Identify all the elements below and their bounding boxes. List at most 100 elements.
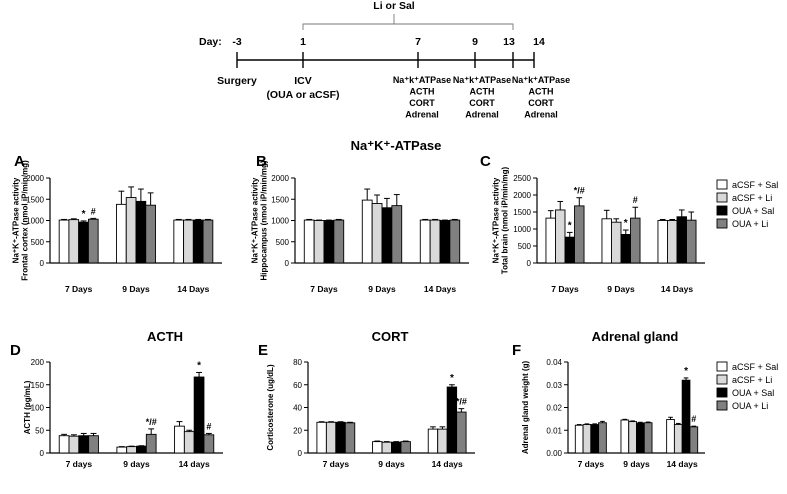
- bar-oua-li: [449, 219, 461, 264]
- timeline: Day: Li or Sal -3 Surgery 1 ICV (OUA or aCSF…: [199, 0, 570, 120]
- legend-swatch: [716, 192, 728, 203]
- bar-acsf-sal: [372, 441, 383, 454]
- legend-entry: aCSF + Sal: [732, 362, 778, 372]
- y-axis-label-line: Na⁺K⁺-ATPase activity: [492, 177, 501, 263]
- y-axis-label-text: Corticosterone (ug/dL): [266, 364, 275, 451]
- timeline-event-label: Na⁺k⁺ATPase: [393, 75, 451, 85]
- y-tick-label: 500: [31, 238, 45, 247]
- bar-oua-li: [344, 422, 356, 454]
- y-axis-label: Na⁺K⁺-ATPase activityHippocampus (nmol i…: [251, 160, 269, 280]
- significance-marker: */#: [574, 186, 585, 196]
- bar-acsf-sal: [361, 199, 373, 264]
- timeline-day-14: 14: [533, 36, 545, 48]
- y-axis-label-text: Adrenal gland weight (g): [521, 361, 530, 455]
- x-tick-label: 7 days: [578, 459, 605, 469]
- bar-acsf-li: [555, 209, 566, 264]
- timeline-bracket: [302, 23, 514, 30]
- y-tick-label: 1000: [513, 225, 531, 234]
- bar-oua-sal: [620, 233, 631, 264]
- y-axis-label-line: ACTH (pg/mL): [23, 380, 32, 434]
- bar-oua-sal: [78, 221, 89, 264]
- panel-title: ACTH: [147, 329, 183, 344]
- bar-acsf-li: [611, 221, 622, 264]
- timeline-event-label: ICV: [294, 75, 312, 87]
- bar-acsf-sal: [316, 421, 327, 454]
- bar-acsf-li: [183, 431, 195, 454]
- y-axis-label-text: ACTH (pg/mL): [23, 380, 32, 434]
- x-tick-label: 9 days: [378, 459, 405, 469]
- bar-acsf-li: [667, 220, 678, 264]
- bar-acsf-sal: [174, 425, 185, 454]
- bar-acsf-li: [429, 219, 441, 264]
- timeline-event-label: Surgery: [217, 75, 257, 87]
- x-tick-label: 14 days: [179, 459, 210, 469]
- panel-d: D ACTH 0 50 100 150 200 ACTH (pg/mL) 7 days 9 day…: [10, 329, 223, 469]
- y-tick-label: 500: [518, 242, 532, 251]
- bar-acsf-sal: [657, 220, 668, 264]
- timeline-event-label: Adrenal: [524, 110, 558, 120]
- timeline-event-label: ACTH: [410, 87, 435, 97]
- y-axis-label-text: Na⁺K⁺-ATPase activityHippocampus (nmol i…: [251, 160, 269, 280]
- timeline-bracket-label: Li or Sal: [373, 0, 415, 12]
- bar-acsf-sal: [666, 419, 675, 454]
- y-axis-label: Adrenal gland weight (g): [521, 361, 530, 455]
- significance-marker: *: [82, 209, 86, 220]
- bar-acsf-sal: [173, 219, 185, 264]
- x-tick-label: 14 Days: [424, 284, 456, 294]
- legend-entry: OUA + Li: [732, 401, 768, 411]
- panel-letter: D: [10, 342, 21, 359]
- y-tick-label: 0.01: [546, 426, 562, 435]
- bar-acsf-li: [126, 446, 137, 454]
- legend-swatch: [716, 205, 728, 216]
- y-tick-label: 60: [293, 381, 302, 390]
- bar-oua-sal: [676, 216, 687, 264]
- bar-oua-li: [574, 205, 585, 264]
- y-axis-label-line: Hippocampus (nmol iP/min/mg): [260, 160, 269, 280]
- x-tick-label: 9 Days: [607, 284, 635, 294]
- y-axis-label: ACTH (pg/mL): [23, 380, 32, 434]
- timeline-event-label: ACTH: [470, 87, 495, 97]
- timeline-event-label: Adrenal: [405, 110, 439, 120]
- bar-oua-sal: [135, 200, 147, 264]
- bar-acsf-sal: [574, 424, 584, 454]
- y-axis-label-line: Adrenal gland weight (g): [521, 361, 530, 455]
- significance-marker: #: [206, 421, 211, 431]
- y-tick-label: 1000: [271, 217, 289, 226]
- y-tick-label: 1500: [271, 195, 289, 204]
- bar-oua-sal: [193, 376, 205, 454]
- y-tick-label: 2000: [513, 191, 531, 200]
- y-axis-label-line: Corticosterone (ug/dL): [266, 364, 275, 451]
- y-axis-label: Na⁺K⁺-ATPase activityFrontal cortex (nmo…: [12, 160, 30, 281]
- significance-marker: *: [624, 218, 628, 229]
- bar-acsf-sal: [116, 203, 127, 264]
- y-axis-label: Na⁺K⁺-ATPase activityTotal brain (nmol i…: [492, 166, 510, 274]
- panel-letter: B: [256, 153, 267, 170]
- bar-oua-li: [598, 422, 607, 454]
- y-tick-label: 40: [293, 404, 302, 413]
- timeline-event-label: CORT: [409, 98, 435, 108]
- bar-oua-sal: [192, 219, 204, 264]
- bar-oua-li: [145, 204, 156, 264]
- y-tick-label: 0: [298, 449, 303, 458]
- bar-acsf-sal: [303, 219, 315, 264]
- y-axis-label-line: Na⁺K⁺-ATPase activity: [12, 177, 21, 263]
- legend-swatch: [716, 387, 728, 398]
- significance-marker: */#: [456, 397, 467, 407]
- bar-oua-sal: [391, 441, 402, 454]
- legend-swatch: [716, 374, 728, 385]
- y-tick-label: 1500: [26, 195, 44, 204]
- legend-swatch: [716, 400, 728, 411]
- y-tick-label: 0.04: [546, 358, 562, 367]
- y-tick-label: 0.03: [546, 381, 562, 390]
- significance-marker: #: [633, 195, 638, 205]
- x-tick-label: 7 Days: [551, 284, 579, 294]
- y-tick-label: 150: [31, 381, 45, 390]
- y-tick-label: 0: [285, 259, 290, 268]
- bar-oua-li: [87, 218, 99, 264]
- bar-acsf-li: [313, 220, 325, 264]
- y-tick-label: 0: [40, 259, 45, 268]
- panel-title: Adrenal gland: [592, 329, 679, 344]
- legend-entry: OUA + Li: [732, 219, 768, 229]
